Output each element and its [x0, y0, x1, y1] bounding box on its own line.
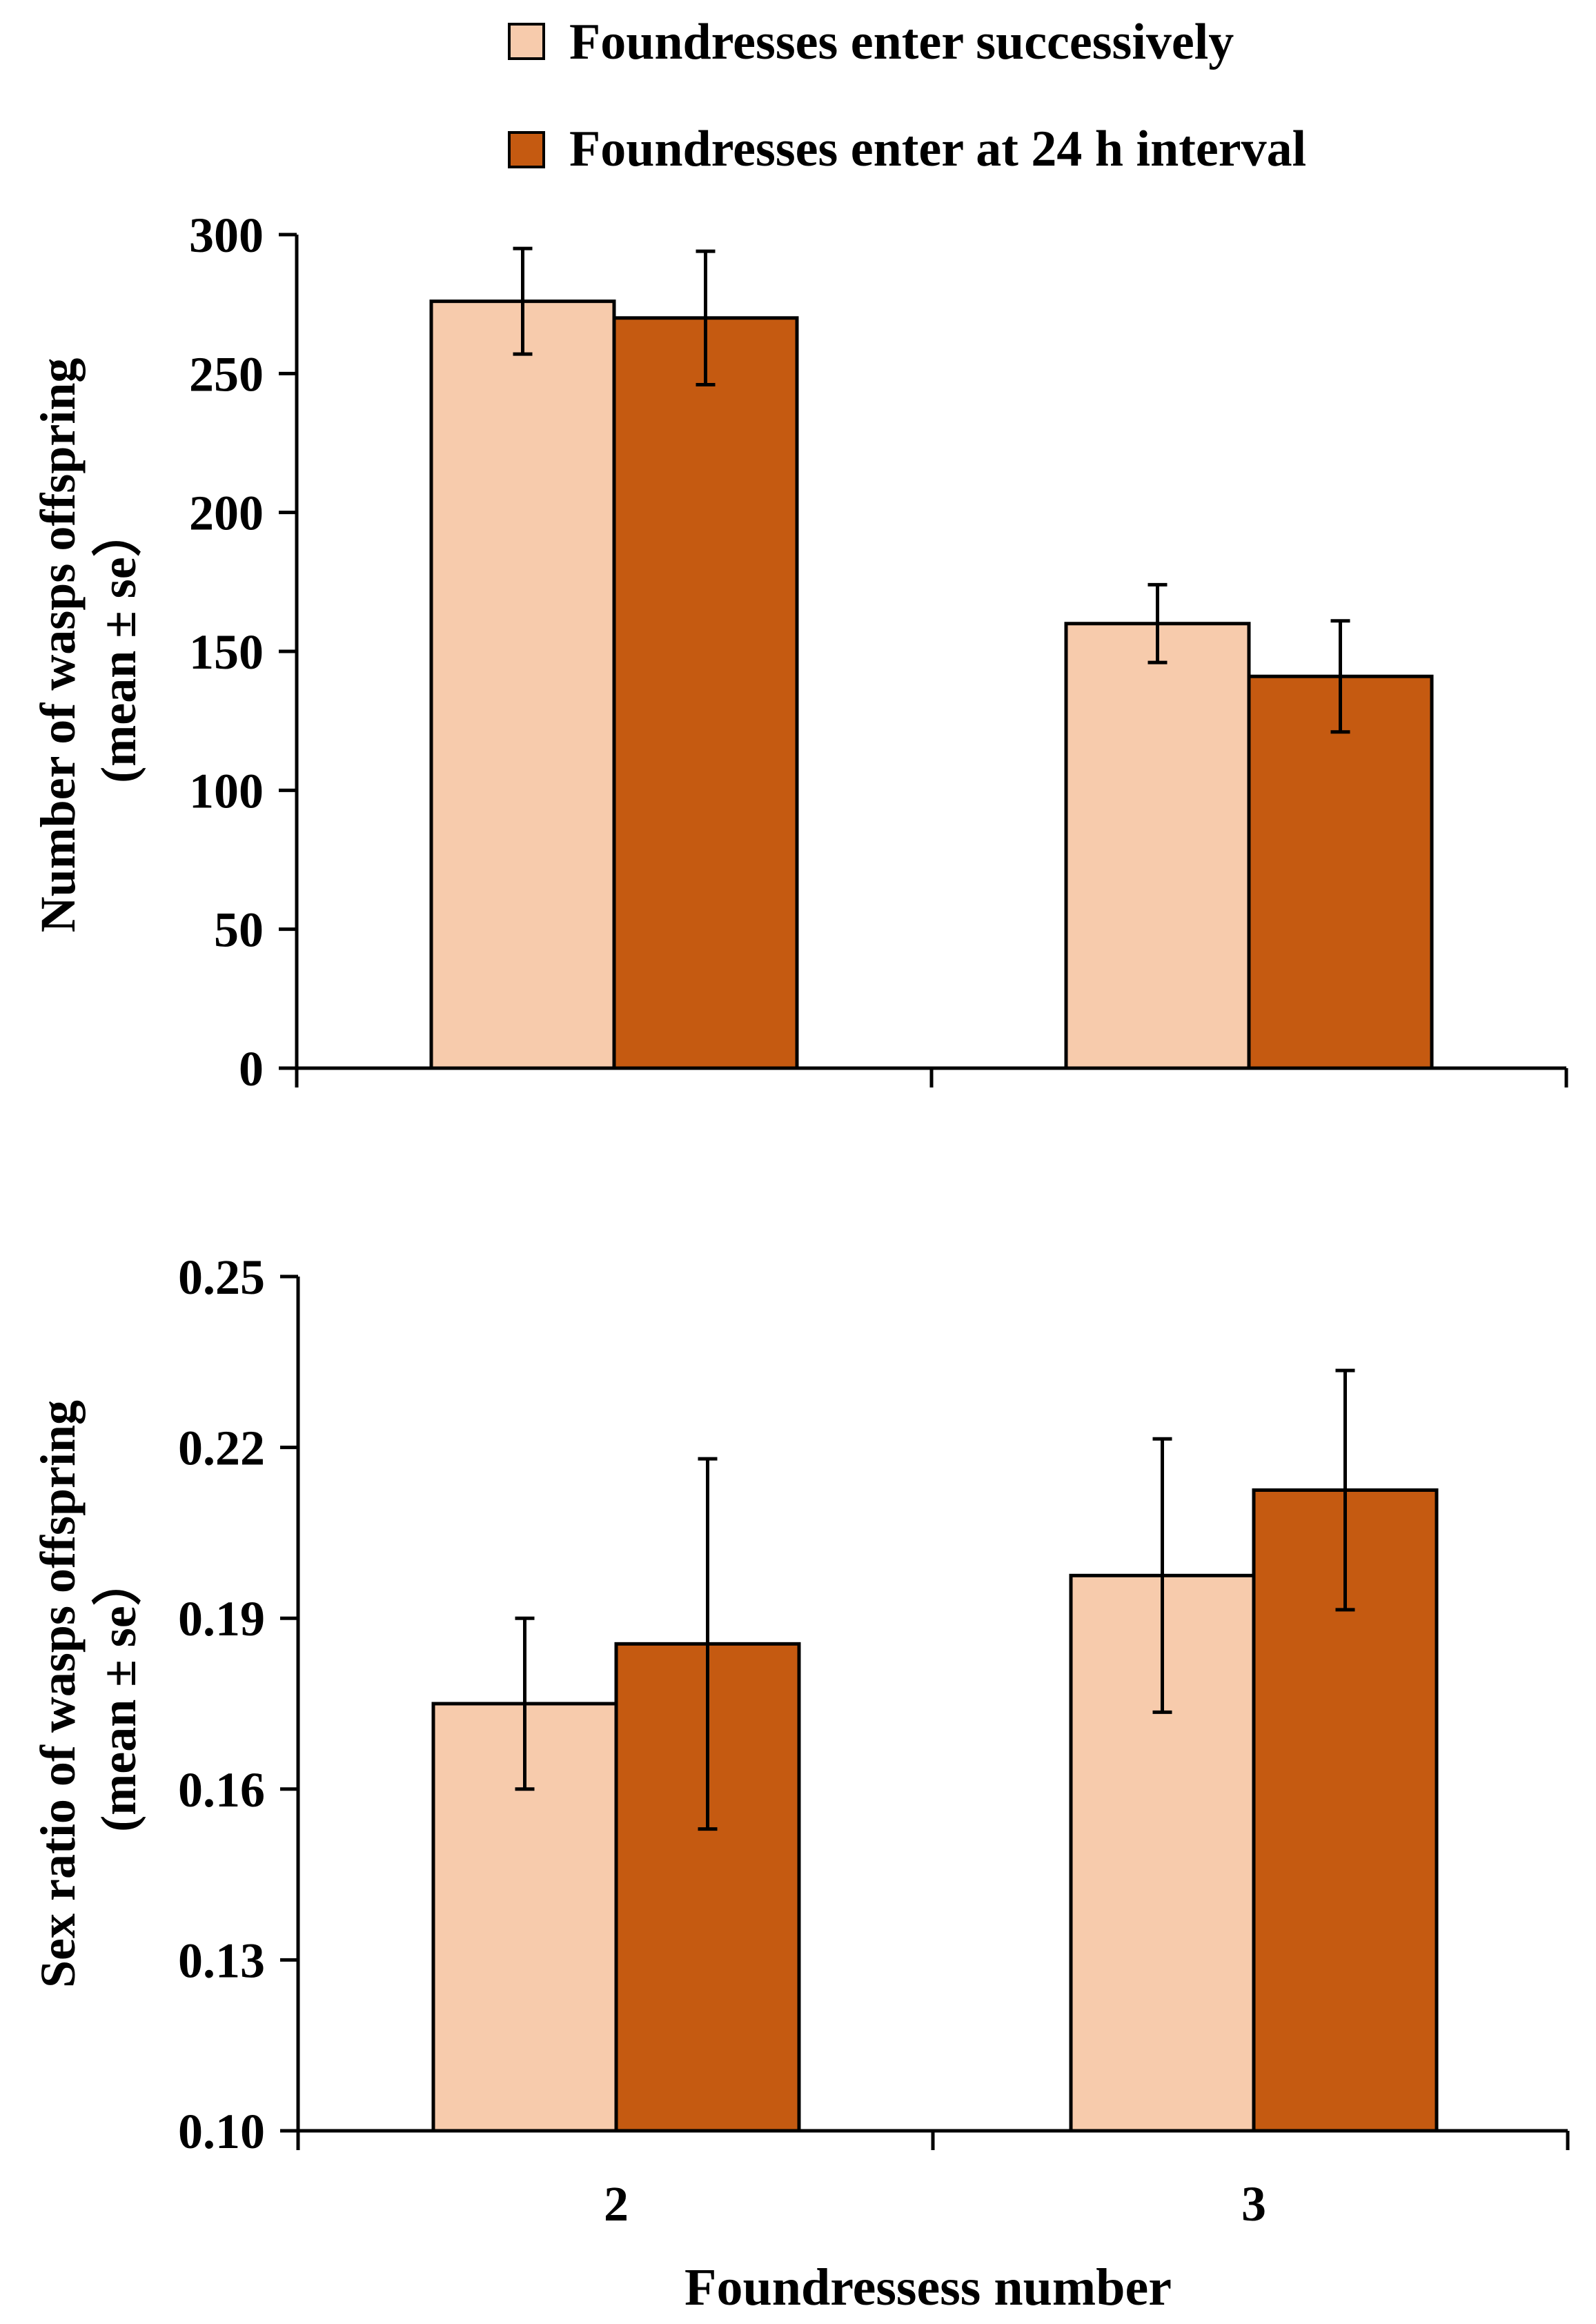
y-tick-label: 200 — [189, 486, 264, 541]
error-bar-2-successive — [513, 246, 533, 356]
y-tick-label: 150 — [189, 624, 264, 680]
y-tick-label: 0.10 — [178, 2104, 265, 2159]
error-bar-3-interval — [1335, 1368, 1355, 1612]
sex-ratio-chart: 0.10 0.13 0.16 0.19 0.22 0.25 2 3 Sex ratio of… — [30, 1250, 1570, 2316]
y-tick-label: 100 — [189, 763, 264, 818]
error-bar-3-successive — [1152, 1437, 1172, 1714]
bar-2-interval — [612, 316, 799, 1070]
y-tick-label: 0.16 — [178, 1762, 265, 1818]
error-bar-2-interval — [696, 249, 716, 386]
y-tick-label: 0.25 — [178, 1250, 265, 1305]
y-tick-label: 50 — [214, 903, 264, 958]
error-bar-3-successive — [1147, 582, 1168, 664]
bar-2-successive — [429, 299, 616, 1070]
legend: Foundresses enter successively Foundress… — [508, 14, 1306, 177]
bar-3-successive — [1064, 622, 1251, 1070]
y-tick-label: 0.13 — [178, 1933, 265, 1988]
legend-swatch-successive — [508, 23, 545, 60]
x-tick-label: 2 — [604, 2176, 629, 2232]
error-bar-3-interval — [1330, 619, 1350, 734]
legend-label-interval: Foundresses enter at 24 h interval — [569, 121, 1306, 177]
y-axis-title-line2: (mean ± se） — [91, 507, 146, 782]
bar-3-interval — [1247, 674, 1434, 1070]
x-axis-title: Foundressess number — [684, 2258, 1172, 2316]
y-tick-label: 0.22 — [178, 1421, 265, 1476]
offspring-number-chart: 0 50 100 150 200 250 300 Number of wasps offsp… — [30, 208, 1568, 1096]
y-axis-title-line2: (mean ± se） — [91, 1556, 146, 1831]
y-tick-label: 0.19 — [178, 1591, 265, 1646]
error-bar-2-interval — [698, 1457, 718, 1831]
y-tick-label: 250 — [189, 346, 264, 402]
x-tick-label: 3 — [1241, 2176, 1266, 2232]
legend-swatch-interval — [508, 131, 545, 168]
y-tick-label: 300 — [189, 208, 264, 263]
error-bar-2-successive — [515, 1616, 535, 1791]
y-axis-title-line1: Sex ratio of wasps offspring — [30, 1400, 86, 1988]
legend-label-successive: Foundresses enter successively — [569, 14, 1234, 70]
y-axis-title-line1: Number of wasps offspring — [30, 358, 86, 933]
y-tick-label: 0 — [239, 1041, 264, 1096]
